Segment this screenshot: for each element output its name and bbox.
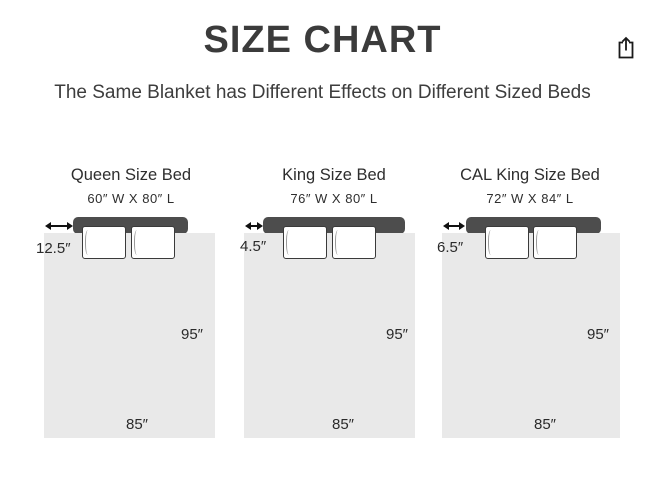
bed-dimensions: 60″ W X 80″ L: [87, 191, 175, 206]
pillow-icon: [82, 226, 126, 259]
blanket-length-label: 95″: [181, 326, 203, 343]
pillow-icon: [283, 226, 327, 259]
blanket-length-label: 95″: [386, 326, 408, 343]
bed-name: CAL King Size Bed: [460, 166, 600, 184]
bed-dimensions: 76″ W X 80″ L: [290, 191, 378, 206]
pillow-icon: [533, 226, 577, 259]
blanket-width-label: 85″: [332, 416, 354, 433]
blanket-width-label: 85″: [126, 416, 148, 433]
pillow-icon: [131, 226, 175, 259]
overhang-label: 4.5″: [240, 238, 267, 255]
bed-diagram-cal-king: CAL King Size Bed 72″ W X 84″ L 6.5″ 95″…: [430, 160, 630, 460]
overhang-label: 6.5″: [437, 239, 464, 256]
overhang-arrow-icon: [443, 221, 465, 231]
blanket-rect: [442, 233, 620, 438]
page-title: SIZE CHART: [203, 19, 442, 61]
blanket-rect: [244, 233, 415, 438]
overhang-arrow-icon: [45, 221, 73, 231]
bed-diagram-king: King Size Bed 76″ W X 80″ L 4.5″ 95″ 85″: [234, 160, 434, 460]
bed-diagram-queen: Queen Size Bed 60″ W X 80″ L 12.5″ 95″ 8…: [31, 160, 231, 460]
pillow-icon: [332, 226, 376, 259]
overhang-label: 12.5″: [36, 240, 71, 257]
blanket-length-label: 95″: [587, 326, 609, 343]
bed-name: King Size Bed: [282, 166, 386, 184]
page-subtitle: The Same Blanket has Different Effects o…: [54, 82, 591, 103]
share-icon: [618, 36, 634, 59]
bed-name: Queen Size Bed: [70, 166, 192, 184]
blanket-width-label: 85″: [534, 416, 556, 433]
pillow-icon: [485, 226, 529, 259]
blanket-rect: [44, 233, 215, 438]
share-button[interactable]: [611, 33, 641, 63]
overhang-arrow-icon: [245, 221, 263, 231]
bed-dimensions: 72″ W X 84″ L: [486, 191, 574, 206]
